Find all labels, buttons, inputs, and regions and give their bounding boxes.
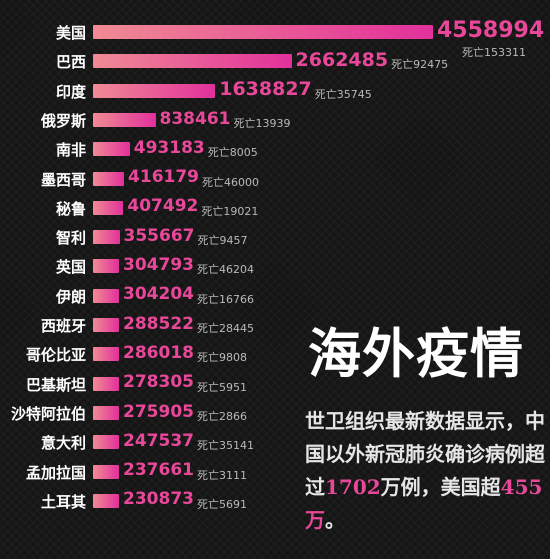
death-value-label: 死亡46204 <box>196 263 254 277</box>
case-value-label: 230873 <box>123 489 194 510</box>
bar <box>93 54 292 69</box>
case-value-label: 355667 <box>123 225 195 246</box>
death-value-label: 死亡3111 <box>196 468 247 482</box>
death-value-label: 死亡16766 <box>196 292 254 306</box>
country-label: 孟加拉国 <box>25 463 86 482</box>
death-value-label: 死亡8005 <box>207 146 258 160</box>
summary-text: 世卫组织最新数据显示，中国以外新冠肺炎确诊病例超过1702万例，美国超455万。 <box>305 405 550 537</box>
death-value-label: 死亡5691 <box>196 497 247 511</box>
case-value-label: 288522 <box>123 313 194 334</box>
bar <box>93 493 119 508</box>
bar <box>93 435 119 450</box>
country-label: 土耳其 <box>40 492 86 511</box>
case-value-label: 286018 <box>123 342 194 363</box>
case-value-label: 1638827 <box>219 78 312 101</box>
country-label: 巴基斯坦 <box>25 375 86 394</box>
country-label: 哥伦比亚 <box>25 346 86 365</box>
country-label: 印度 <box>55 82 86 101</box>
death-value-label: 死亡35141 <box>196 439 254 453</box>
bar <box>93 83 216 98</box>
country-label: 南非 <box>55 141 86 160</box>
bar <box>93 347 119 362</box>
case-value-label: 493183 <box>133 137 205 158</box>
bar <box>93 318 119 332</box>
country-label: 墨西哥 <box>40 170 86 189</box>
country-label: 西班牙 <box>40 317 86 335</box>
bar <box>93 112 156 127</box>
case-value-label: 304204 <box>123 284 194 305</box>
country-label: 沙特阿拉伯 <box>10 404 86 423</box>
bar <box>93 142 130 157</box>
death-value-label: 死亡9457 <box>197 234 248 248</box>
case-value-label: 2662485 <box>295 48 389 71</box>
summary-num1: 1702 <box>325 475 381 499</box>
case-value-label: 4558994 <box>437 17 545 43</box>
country-label: 俄罗斯 <box>40 111 86 130</box>
bar <box>93 171 125 186</box>
case-value-label: 247537 <box>123 430 194 451</box>
death-value-label: 死亡19021 <box>201 204 259 218</box>
summary-part1: 世卫组织最新数据显示，中国以外新冠肺炎确诊病例超过 <box>305 409 545 499</box>
bar <box>93 230 120 245</box>
headline: 海外疫情 <box>308 323 524 385</box>
case-value-label: 278305 <box>123 372 194 393</box>
country-label: 秘鲁 <box>55 199 86 218</box>
case-value-label: 838461 <box>159 108 231 129</box>
death-value-label: 死亡5951 <box>196 380 247 394</box>
summary-num2: 455万 <box>305 475 543 532</box>
death-value-label: 死亡35745 <box>314 87 372 101</box>
bar <box>93 376 119 391</box>
case-value-label: 304793 <box>123 255 194 276</box>
death-value-label: 死亡2866 <box>196 409 247 423</box>
death-value-label: 死亡92475 <box>391 58 449 72</box>
death-value-label: 死亡46000 <box>202 175 260 189</box>
country-label: 英国 <box>55 258 86 277</box>
death-value-label: 死亡153311 <box>462 46 526 59</box>
summary-part2: 万例，美国超 <box>380 475 501 499</box>
country-label: 美国 <box>55 24 86 42</box>
case-value-label: 407492 <box>127 196 199 217</box>
death-value-label: 死亡13939 <box>233 116 291 130</box>
death-value-label: 死亡9808 <box>196 351 247 365</box>
death-value-label: 死亡28445 <box>196 322 254 335</box>
bar <box>93 259 119 274</box>
summary-part3: 。 <box>325 508 345 532</box>
bar <box>93 200 124 215</box>
bar <box>93 405 119 420</box>
bar <box>93 288 119 303</box>
country-label: 伊朗 <box>55 287 86 306</box>
case-value-label: 237661 <box>123 460 194 481</box>
country-label: 智利 <box>55 229 86 248</box>
case-value-label: 275905 <box>123 401 194 422</box>
case-value-label: 416179 <box>128 167 200 188</box>
country-label: 意大利 <box>40 434 86 453</box>
country-label: 巴西 <box>55 53 86 72</box>
bar <box>93 25 433 39</box>
bar <box>93 464 119 479</box>
